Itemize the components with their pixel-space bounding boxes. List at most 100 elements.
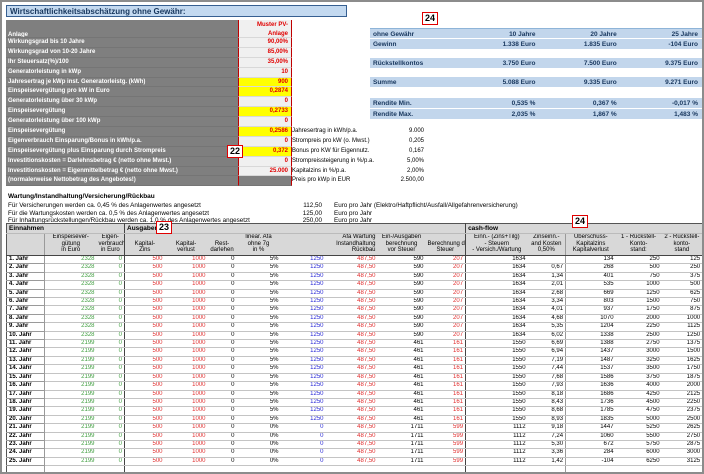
table-cell[interactable]: 1000 [661, 314, 702, 324]
table-cell[interactable]: 487,50 [325, 339, 378, 349]
table-cell[interactable]: 2199 [44, 440, 97, 450]
table-cell[interactable]: 0 [280, 432, 326, 441]
table-cell[interactable]: 500 [124, 322, 165, 332]
table-cell[interactable]: 5% [236, 406, 281, 416]
table-cell[interactable]: 590 [377, 331, 426, 341]
value-cell[interactable] [238, 176, 292, 187]
table-cell[interactable]: 0 [207, 255, 237, 265]
table-cell[interactable]: 0 [96, 289, 126, 299]
table-cell[interactable]: 461 [377, 406, 426, 416]
table-cell[interactable]: 487,50 [325, 373, 378, 383]
table-cell[interactable]: 0 [207, 305, 237, 315]
table-cell[interactable]: 1634 [465, 289, 528, 299]
table-cell[interactable]: 2199 [44, 339, 97, 349]
table-cell[interactable]: 4750 [615, 406, 662, 416]
table-cell[interactable]: 1550 [465, 381, 528, 391]
table-cell[interactable]: 487,50 [325, 314, 378, 324]
table-cell[interactable]: 0 [96, 347, 126, 357]
table-cell[interactable]: 0 [96, 390, 126, 399]
table-cell[interactable]: 0 [96, 406, 126, 416]
table-cell[interactable]: 2328 [44, 297, 97, 307]
table-cell[interactable]: 0,67 [527, 263, 567, 273]
table-cell[interactable]: 2328 [44, 322, 97, 332]
table-cell[interactable]: 1250 [280, 347, 326, 357]
table-cell[interactable]: 590 [377, 297, 426, 307]
table-cell[interactable]: 669 [565, 289, 616, 299]
summary-value[interactable]: 1,483 % [674, 111, 698, 118]
table-cell[interactable]: 1388 [565, 339, 616, 349]
summary-value[interactable]: 0,367 % [592, 100, 617, 107]
value-cell[interactable]: 0 [238, 156, 292, 167]
table-cell[interactable]: 1,34 [527, 272, 567, 282]
table-cell[interactable]: 2199 [44, 432, 97, 441]
table-cell[interactable]: 6250 [615, 457, 662, 467]
table-cell[interactable]: 1000 [164, 339, 208, 349]
table-cell[interactable]: 1112 [465, 432, 528, 441]
table-cell[interactable]: 1000 [164, 364, 208, 374]
table-cell[interactable]: 500 [124, 331, 165, 341]
table-cell[interactable]: 0 [207, 457, 237, 467]
table-cell[interactable]: 5% [236, 331, 281, 341]
table-cell[interactable]: 8,43 [527, 398, 567, 408]
table-cell[interactable]: 1000 [615, 280, 662, 290]
table-cell[interactable]: 500 [615, 263, 662, 273]
table-cell[interactable]: 207 [425, 255, 467, 265]
table-cell[interactable]: 207 [425, 280, 467, 290]
table-cell[interactable]: 5,35 [527, 322, 567, 332]
table-cell[interactable]: 1785 [565, 406, 616, 416]
table-cell[interactable]: 0 [96, 255, 126, 265]
table-cell[interactable]: 0 [96, 339, 126, 349]
table-cell[interactable]: 1550 [465, 356, 528, 366]
table-cell[interactable]: 5% [236, 280, 281, 290]
value-cell[interactable]: 35,00% [238, 57, 292, 68]
table-cell[interactable]: 1250 [280, 415, 326, 425]
table-cell[interactable]: 1634 [465, 297, 528, 307]
table-cell[interactable]: 1711 [377, 432, 426, 441]
table-cell[interactable]: 5000 [615, 415, 662, 425]
table-cell[interactable]: 1447 [565, 423, 616, 433]
table-cell[interactable]: 161 [425, 356, 467, 366]
table-cell[interactable]: 1686 [565, 390, 616, 399]
table-cell[interactable]: 161 [425, 381, 467, 391]
table-cell[interactable]: 2328 [44, 331, 97, 341]
table-cell[interactable]: 3500 [615, 364, 662, 374]
summary-value[interactable]: 1.835 Euro [583, 41, 617, 48]
table-cell[interactable]: 590 [377, 289, 426, 299]
table-cell[interactable]: 1634 [465, 272, 528, 282]
table-cell[interactable]: 3,36 [527, 448, 567, 458]
table-cell[interactable]: 461 [377, 347, 426, 357]
table-cell[interactable]: 7,93 [527, 381, 567, 391]
table-cell[interactable]: 750 [661, 297, 702, 307]
table-cell[interactable]: 1550 [465, 406, 528, 416]
value-cell[interactable]: 0 [238, 136, 292, 147]
summary-value[interactable]: 5.088 Euro [502, 79, 536, 86]
table-cell[interactable]: 0 [207, 398, 237, 408]
table-cell[interactable]: 1204 [565, 322, 616, 332]
table-cell[interactable]: 0 [207, 432, 237, 441]
table-cell[interactable]: 2199 [44, 423, 97, 433]
table-cell[interactable]: 0 [96, 448, 126, 458]
table-cell[interactable]: 1112 [465, 440, 528, 450]
table-cell[interactable]: 5% [236, 347, 281, 357]
table-cell[interactable]: 599 [425, 432, 467, 441]
table-cell[interactable]: 487,50 [325, 457, 378, 467]
table-cell[interactable]: 1000 [164, 347, 208, 357]
table-cell[interactable]: 1000 [164, 398, 208, 408]
table-cell[interactable]: 2875 [661, 440, 702, 450]
table-cell[interactable]: 0 [96, 322, 126, 332]
table-cell[interactable]: 1250 [280, 406, 326, 416]
table-cell[interactable]: 500 [124, 398, 165, 408]
table-cell[interactable]: 207 [425, 322, 467, 332]
table-cell[interactable]: 268 [565, 263, 616, 273]
table-cell[interactable]: 0 [207, 415, 237, 425]
table-cell[interactable]: 2328 [44, 255, 97, 265]
table-cell[interactable]: 1636 [565, 381, 616, 391]
table-cell[interactable]: 125 [661, 255, 702, 265]
table-cell[interactable]: 1875 [661, 373, 702, 383]
table-cell[interactable]: 500 [124, 339, 165, 349]
param-value[interactable]: 5,00% [406, 157, 424, 164]
table-cell[interactable]: 500 [124, 423, 165, 433]
value-cell[interactable]: 85,00% [238, 47, 292, 58]
table-cell[interactable]: 500 [124, 373, 165, 383]
summary-value[interactable]: 0,535 % [511, 100, 536, 107]
